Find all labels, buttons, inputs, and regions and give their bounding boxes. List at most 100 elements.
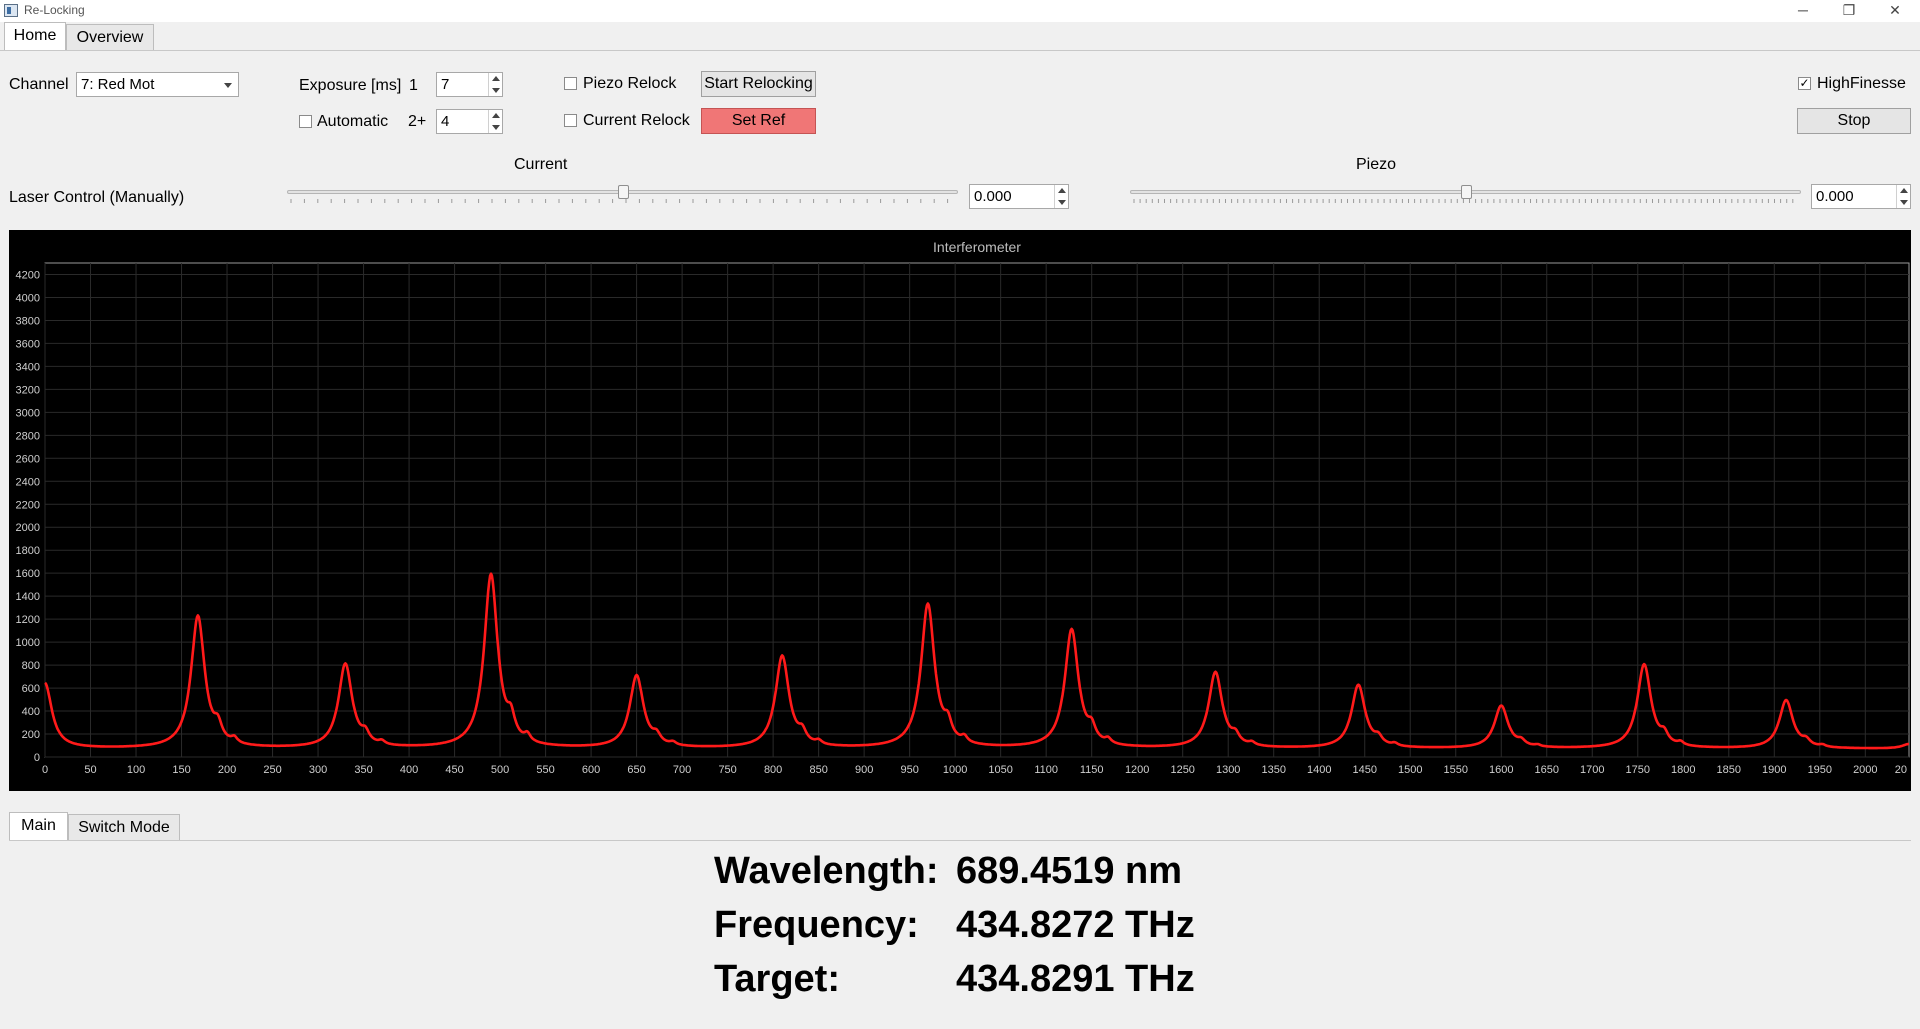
piezo-slider-handle[interactable] xyxy=(1461,185,1472,199)
x-tick-label: 1000 xyxy=(943,764,967,776)
channel-label: Channel xyxy=(9,76,69,93)
y-tick-label: 1000 xyxy=(16,637,40,649)
x-tick-label: 50 xyxy=(84,764,96,776)
spin-down-icon[interactable] xyxy=(1900,200,1908,205)
piezo-spinbox[interactable]: 0.000 xyxy=(1811,184,1911,209)
minimize-button[interactable]: ─ xyxy=(1798,2,1808,18)
x-tick-label: 400 xyxy=(400,764,418,776)
piezo-slider-ticks xyxy=(1133,199,1794,203)
x-tick-label: 750 xyxy=(718,764,736,776)
x-tick-label: 350 xyxy=(354,764,372,776)
target-value: 434.8291 THz xyxy=(956,958,1195,1000)
exposure2-label: 2+ xyxy=(408,113,427,130)
y-tick-label: 3600 xyxy=(16,338,40,350)
exposure1-value: 7 xyxy=(441,76,450,93)
x-tick-label: 850 xyxy=(809,764,827,776)
y-tick-label: 0 xyxy=(34,752,40,764)
spin-down-icon[interactable] xyxy=(492,125,500,130)
current-slider[interactable] xyxy=(287,184,958,206)
tab-home[interactable]: Home xyxy=(4,22,66,51)
y-tick-label: 2200 xyxy=(16,499,40,511)
spin-up-icon[interactable] xyxy=(492,113,500,118)
automatic-checkbox[interactable] xyxy=(299,115,312,128)
x-tick-label: 1500 xyxy=(1398,764,1422,776)
spin-down-icon[interactable] xyxy=(1058,200,1066,205)
highfinesse-checkbox[interactable]: ✓ xyxy=(1798,76,1811,90)
exposure2-spinbox[interactable]: 4 xyxy=(436,109,503,134)
x-tick-label: 2000 xyxy=(1853,764,1877,776)
piezo-slider[interactable] xyxy=(1130,184,1801,206)
highfinesse-label: HighFinesse xyxy=(1817,75,1906,92)
x-tick-label: 1100 xyxy=(1034,764,1058,776)
window-title: Re-Locking xyxy=(24,3,85,17)
x-tick-label: 300 xyxy=(309,764,327,776)
interferometer-chart: Interferometer 0 200 400 600 800 1000 1200 1400… xyxy=(9,230,1911,791)
target-label: Target: xyxy=(714,958,840,1000)
frequency-value: 434.8272 THz xyxy=(956,904,1195,946)
y-tick-label: 4200 xyxy=(16,269,40,281)
series-line xyxy=(44,572,1910,750)
y-tick-label: 200 xyxy=(22,729,40,741)
x-tick-label: 1450 xyxy=(1352,764,1376,776)
spin-up-icon[interactable] xyxy=(1058,188,1066,193)
x-tick-label: 1550 xyxy=(1444,764,1468,776)
spin-up-icon[interactable] xyxy=(492,76,500,81)
channel-select[interactable]: 7: Red Mot xyxy=(76,72,239,97)
chart-title: Interferometer xyxy=(933,239,1021,255)
chevron-down-icon xyxy=(224,83,232,88)
current-relock-checkbox[interactable] xyxy=(564,114,577,127)
piezo-relock-checkbox[interactable] xyxy=(564,77,577,90)
x-tick-label: 500 xyxy=(491,764,509,776)
stop-button[interactable]: Stop xyxy=(1797,108,1911,134)
x-tick-label: 1750 xyxy=(1626,764,1650,776)
x-tick-label: 100 xyxy=(127,764,145,776)
restore-button[interactable]: ❐ xyxy=(1842,2,1856,18)
current-value: 0.000 xyxy=(974,188,1012,205)
current-relock-label: Current Relock xyxy=(583,112,690,129)
current-slider-ticks xyxy=(290,199,949,203)
y-tick-label: 800 xyxy=(22,660,40,672)
y-tick-label: 600 xyxy=(22,683,40,695)
x-tick-label: 1650 xyxy=(1535,764,1559,776)
x-tick-label: 150 xyxy=(172,764,190,776)
exposure2-value: 4 xyxy=(441,113,450,130)
current-spinbox[interactable]: 0.000 xyxy=(969,184,1069,209)
tab-main[interactable]: Main xyxy=(9,812,68,841)
y-tick-label: 4000 xyxy=(16,292,40,304)
y-tick-label: 3000 xyxy=(16,407,40,419)
piezo-value: 0.000 xyxy=(1816,188,1854,205)
x-tick-label: 1950 xyxy=(1808,764,1832,776)
start-relocking-button[interactable]: Start Relocking xyxy=(701,71,816,97)
close-button[interactable]: ✕ xyxy=(1889,2,1901,18)
plot-frame xyxy=(44,262,1910,758)
spin-down-icon[interactable] xyxy=(492,88,500,93)
tab-switch-mode[interactable]: Switch Mode xyxy=(68,814,180,841)
wavelength-label: Wavelength: xyxy=(714,850,939,892)
exposure1-spinbox[interactable]: 7 xyxy=(436,72,503,97)
x-tick-label: 1200 xyxy=(1125,764,1149,776)
current-header: Current xyxy=(514,156,568,173)
app-icon xyxy=(4,4,18,17)
current-slider-handle[interactable] xyxy=(618,185,629,199)
set-ref-button[interactable]: Set Ref xyxy=(701,108,816,134)
x-tick-label: 0 xyxy=(42,764,48,776)
automatic-label: Automatic xyxy=(317,113,389,130)
y-tick-label: 1800 xyxy=(16,545,40,557)
x-tick-label: 1300 xyxy=(1216,764,1240,776)
x-tick-label: 1250 xyxy=(1170,764,1194,776)
x-tick-label: 1400 xyxy=(1307,764,1331,776)
tab-overview[interactable]: Overview xyxy=(66,24,154,51)
x-tick-label: 1800 xyxy=(1671,764,1695,776)
y-tick-label: 1400 xyxy=(16,591,40,603)
x-tick-label: 450 xyxy=(445,764,463,776)
y-tick-label: 2600 xyxy=(16,453,40,465)
channel-select-value: 7: Red Mot xyxy=(81,76,155,93)
x-tick-label: 800 xyxy=(764,764,782,776)
y-tick-label: 3800 xyxy=(16,315,40,327)
x-tick-label: 600 xyxy=(582,764,600,776)
x-tick-label: 1600 xyxy=(1489,764,1513,776)
bottom-tab-divider xyxy=(9,840,1911,841)
x-tick-label: 900 xyxy=(855,764,873,776)
spin-up-icon[interactable] xyxy=(1900,188,1908,193)
piezo-header: Piezo xyxy=(1356,156,1397,173)
